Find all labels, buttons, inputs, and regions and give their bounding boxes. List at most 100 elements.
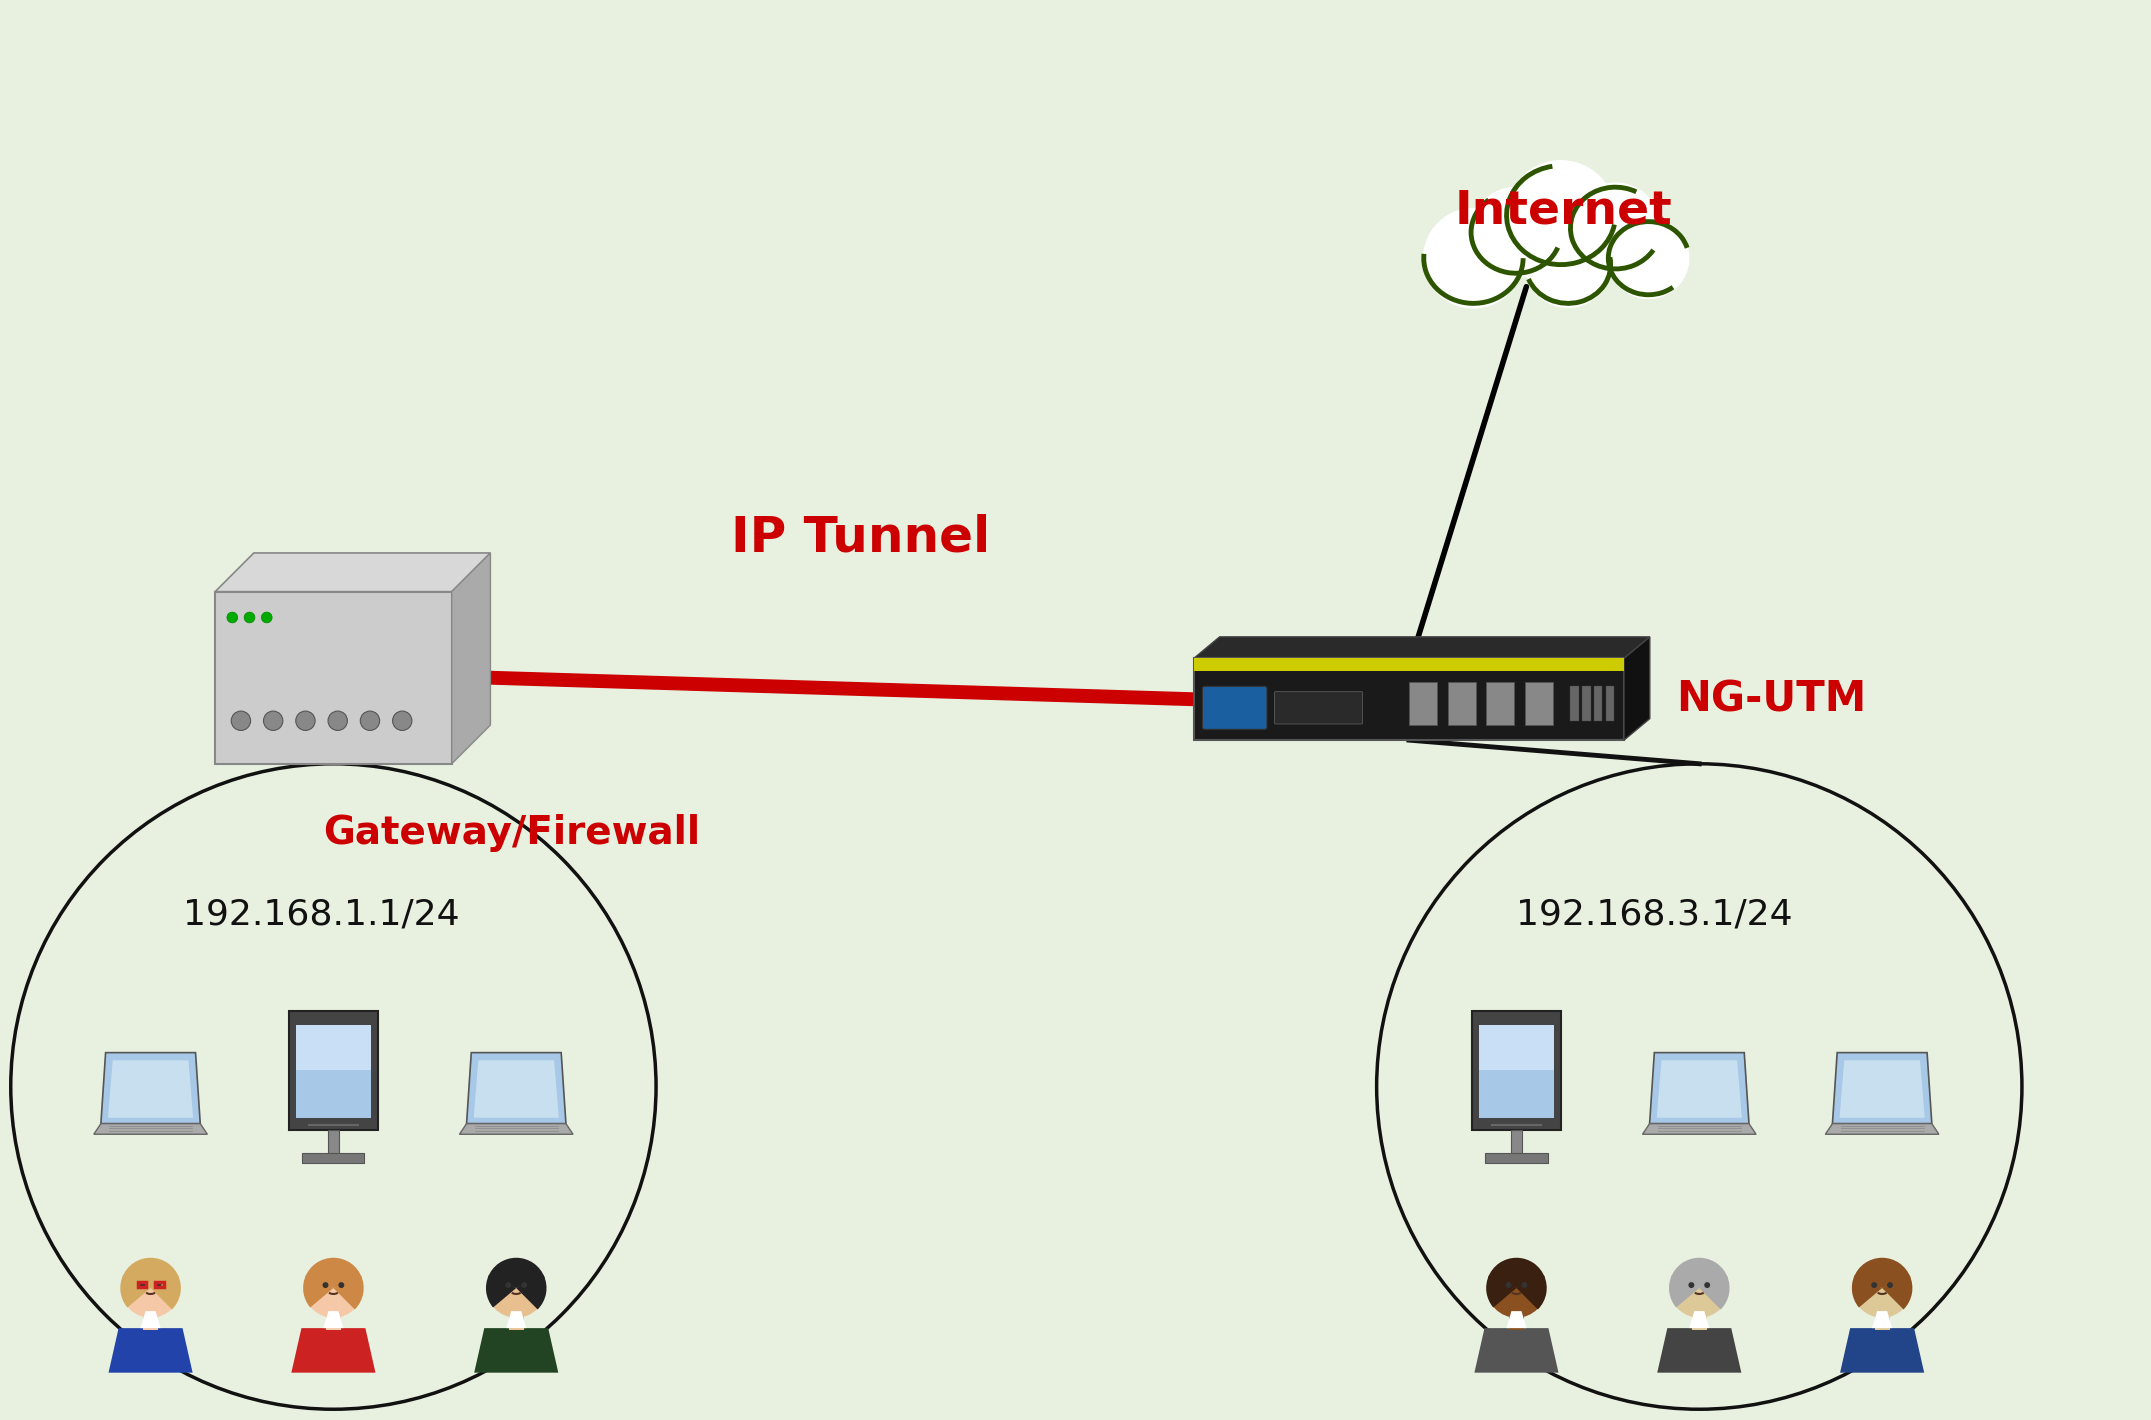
Wedge shape xyxy=(303,1275,333,1308)
Circle shape xyxy=(1486,1258,1547,1318)
Polygon shape xyxy=(1480,1025,1553,1071)
Wedge shape xyxy=(1516,1275,1547,1309)
Wedge shape xyxy=(1671,1258,1727,1288)
Polygon shape xyxy=(1650,1052,1749,1123)
Circle shape xyxy=(262,711,284,730)
FancyBboxPatch shape xyxy=(1273,692,1364,724)
Polygon shape xyxy=(473,1061,559,1118)
Circle shape xyxy=(1704,1282,1710,1288)
Wedge shape xyxy=(1699,1275,1729,1309)
Circle shape xyxy=(1506,1282,1512,1288)
Wedge shape xyxy=(123,1258,179,1288)
Polygon shape xyxy=(1473,1328,1559,1373)
Polygon shape xyxy=(101,1052,200,1123)
Bar xyxy=(1510,1315,1523,1331)
Bar xyxy=(1583,686,1592,721)
Bar xyxy=(1605,686,1613,721)
Bar xyxy=(1693,1315,1706,1331)
Circle shape xyxy=(1886,1282,1893,1288)
Polygon shape xyxy=(1839,1328,1925,1373)
Wedge shape xyxy=(1486,1275,1516,1308)
Polygon shape xyxy=(1833,1052,1932,1123)
Wedge shape xyxy=(120,1275,151,1308)
Circle shape xyxy=(228,612,239,623)
Polygon shape xyxy=(1839,1061,1925,1118)
Polygon shape xyxy=(1506,1311,1527,1328)
Wedge shape xyxy=(151,1275,181,1309)
Polygon shape xyxy=(95,1123,206,1135)
Circle shape xyxy=(486,1258,546,1318)
Text: Internet: Internet xyxy=(1454,189,1673,233)
Circle shape xyxy=(1689,1282,1695,1288)
Circle shape xyxy=(327,711,348,730)
Bar xyxy=(1570,686,1579,721)
Circle shape xyxy=(1424,209,1523,308)
Circle shape xyxy=(338,1282,344,1288)
Polygon shape xyxy=(1194,659,1624,740)
Polygon shape xyxy=(460,1123,572,1135)
Bar xyxy=(1525,682,1553,726)
Circle shape xyxy=(232,711,250,730)
Wedge shape xyxy=(1669,1275,1699,1308)
Polygon shape xyxy=(290,1328,376,1373)
Wedge shape xyxy=(486,1275,516,1308)
Circle shape xyxy=(323,1282,329,1288)
Polygon shape xyxy=(1871,1311,1893,1328)
Polygon shape xyxy=(452,552,490,764)
Polygon shape xyxy=(1643,1123,1755,1135)
Polygon shape xyxy=(1480,1025,1553,1118)
Polygon shape xyxy=(1194,636,1650,659)
Text: NG-UTM: NG-UTM xyxy=(1676,679,1865,720)
Circle shape xyxy=(297,711,316,730)
Wedge shape xyxy=(1852,1275,1882,1308)
Bar xyxy=(1448,682,1476,726)
Polygon shape xyxy=(1656,1328,1742,1373)
Bar xyxy=(1876,1315,1889,1331)
Circle shape xyxy=(1871,1282,1878,1288)
Circle shape xyxy=(155,1282,161,1288)
Polygon shape xyxy=(215,592,452,764)
Polygon shape xyxy=(215,552,490,592)
Text: 192.168.1.1/24: 192.168.1.1/24 xyxy=(183,897,460,932)
Bar xyxy=(1594,686,1602,721)
Polygon shape xyxy=(467,1052,566,1123)
Circle shape xyxy=(1525,222,1611,307)
Bar xyxy=(1409,682,1437,726)
Polygon shape xyxy=(108,1061,194,1118)
Polygon shape xyxy=(473,1328,559,1373)
Bar xyxy=(1486,1153,1547,1163)
Circle shape xyxy=(1669,1258,1729,1318)
Polygon shape xyxy=(1826,1123,1938,1135)
Polygon shape xyxy=(505,1311,527,1328)
Circle shape xyxy=(303,1258,364,1318)
FancyBboxPatch shape xyxy=(1202,686,1267,730)
Text: IP Tunnel: IP Tunnel xyxy=(731,514,989,562)
Wedge shape xyxy=(305,1258,361,1288)
Circle shape xyxy=(1521,1282,1527,1288)
Wedge shape xyxy=(488,1258,544,1288)
Circle shape xyxy=(1570,183,1661,273)
Polygon shape xyxy=(1471,1011,1562,1129)
Circle shape xyxy=(1609,217,1689,298)
Circle shape xyxy=(1506,160,1615,270)
Wedge shape xyxy=(1854,1258,1910,1288)
Bar xyxy=(329,1129,338,1156)
Circle shape xyxy=(245,612,256,623)
Bar xyxy=(144,1315,157,1331)
Polygon shape xyxy=(288,1011,379,1129)
Polygon shape xyxy=(297,1025,370,1071)
Circle shape xyxy=(262,612,273,623)
Circle shape xyxy=(521,1282,527,1288)
Bar xyxy=(510,1315,523,1331)
Text: Gateway/Firewall: Gateway/Firewall xyxy=(323,814,699,852)
Wedge shape xyxy=(516,1275,546,1309)
Text: 192.168.3.1/24: 192.168.3.1/24 xyxy=(1516,897,1794,932)
Bar xyxy=(155,1282,163,1288)
Circle shape xyxy=(1852,1258,1912,1318)
Polygon shape xyxy=(140,1311,161,1328)
Polygon shape xyxy=(1689,1311,1710,1328)
Wedge shape xyxy=(1882,1275,1912,1309)
Circle shape xyxy=(120,1258,181,1318)
Wedge shape xyxy=(333,1275,364,1309)
Polygon shape xyxy=(323,1311,344,1328)
